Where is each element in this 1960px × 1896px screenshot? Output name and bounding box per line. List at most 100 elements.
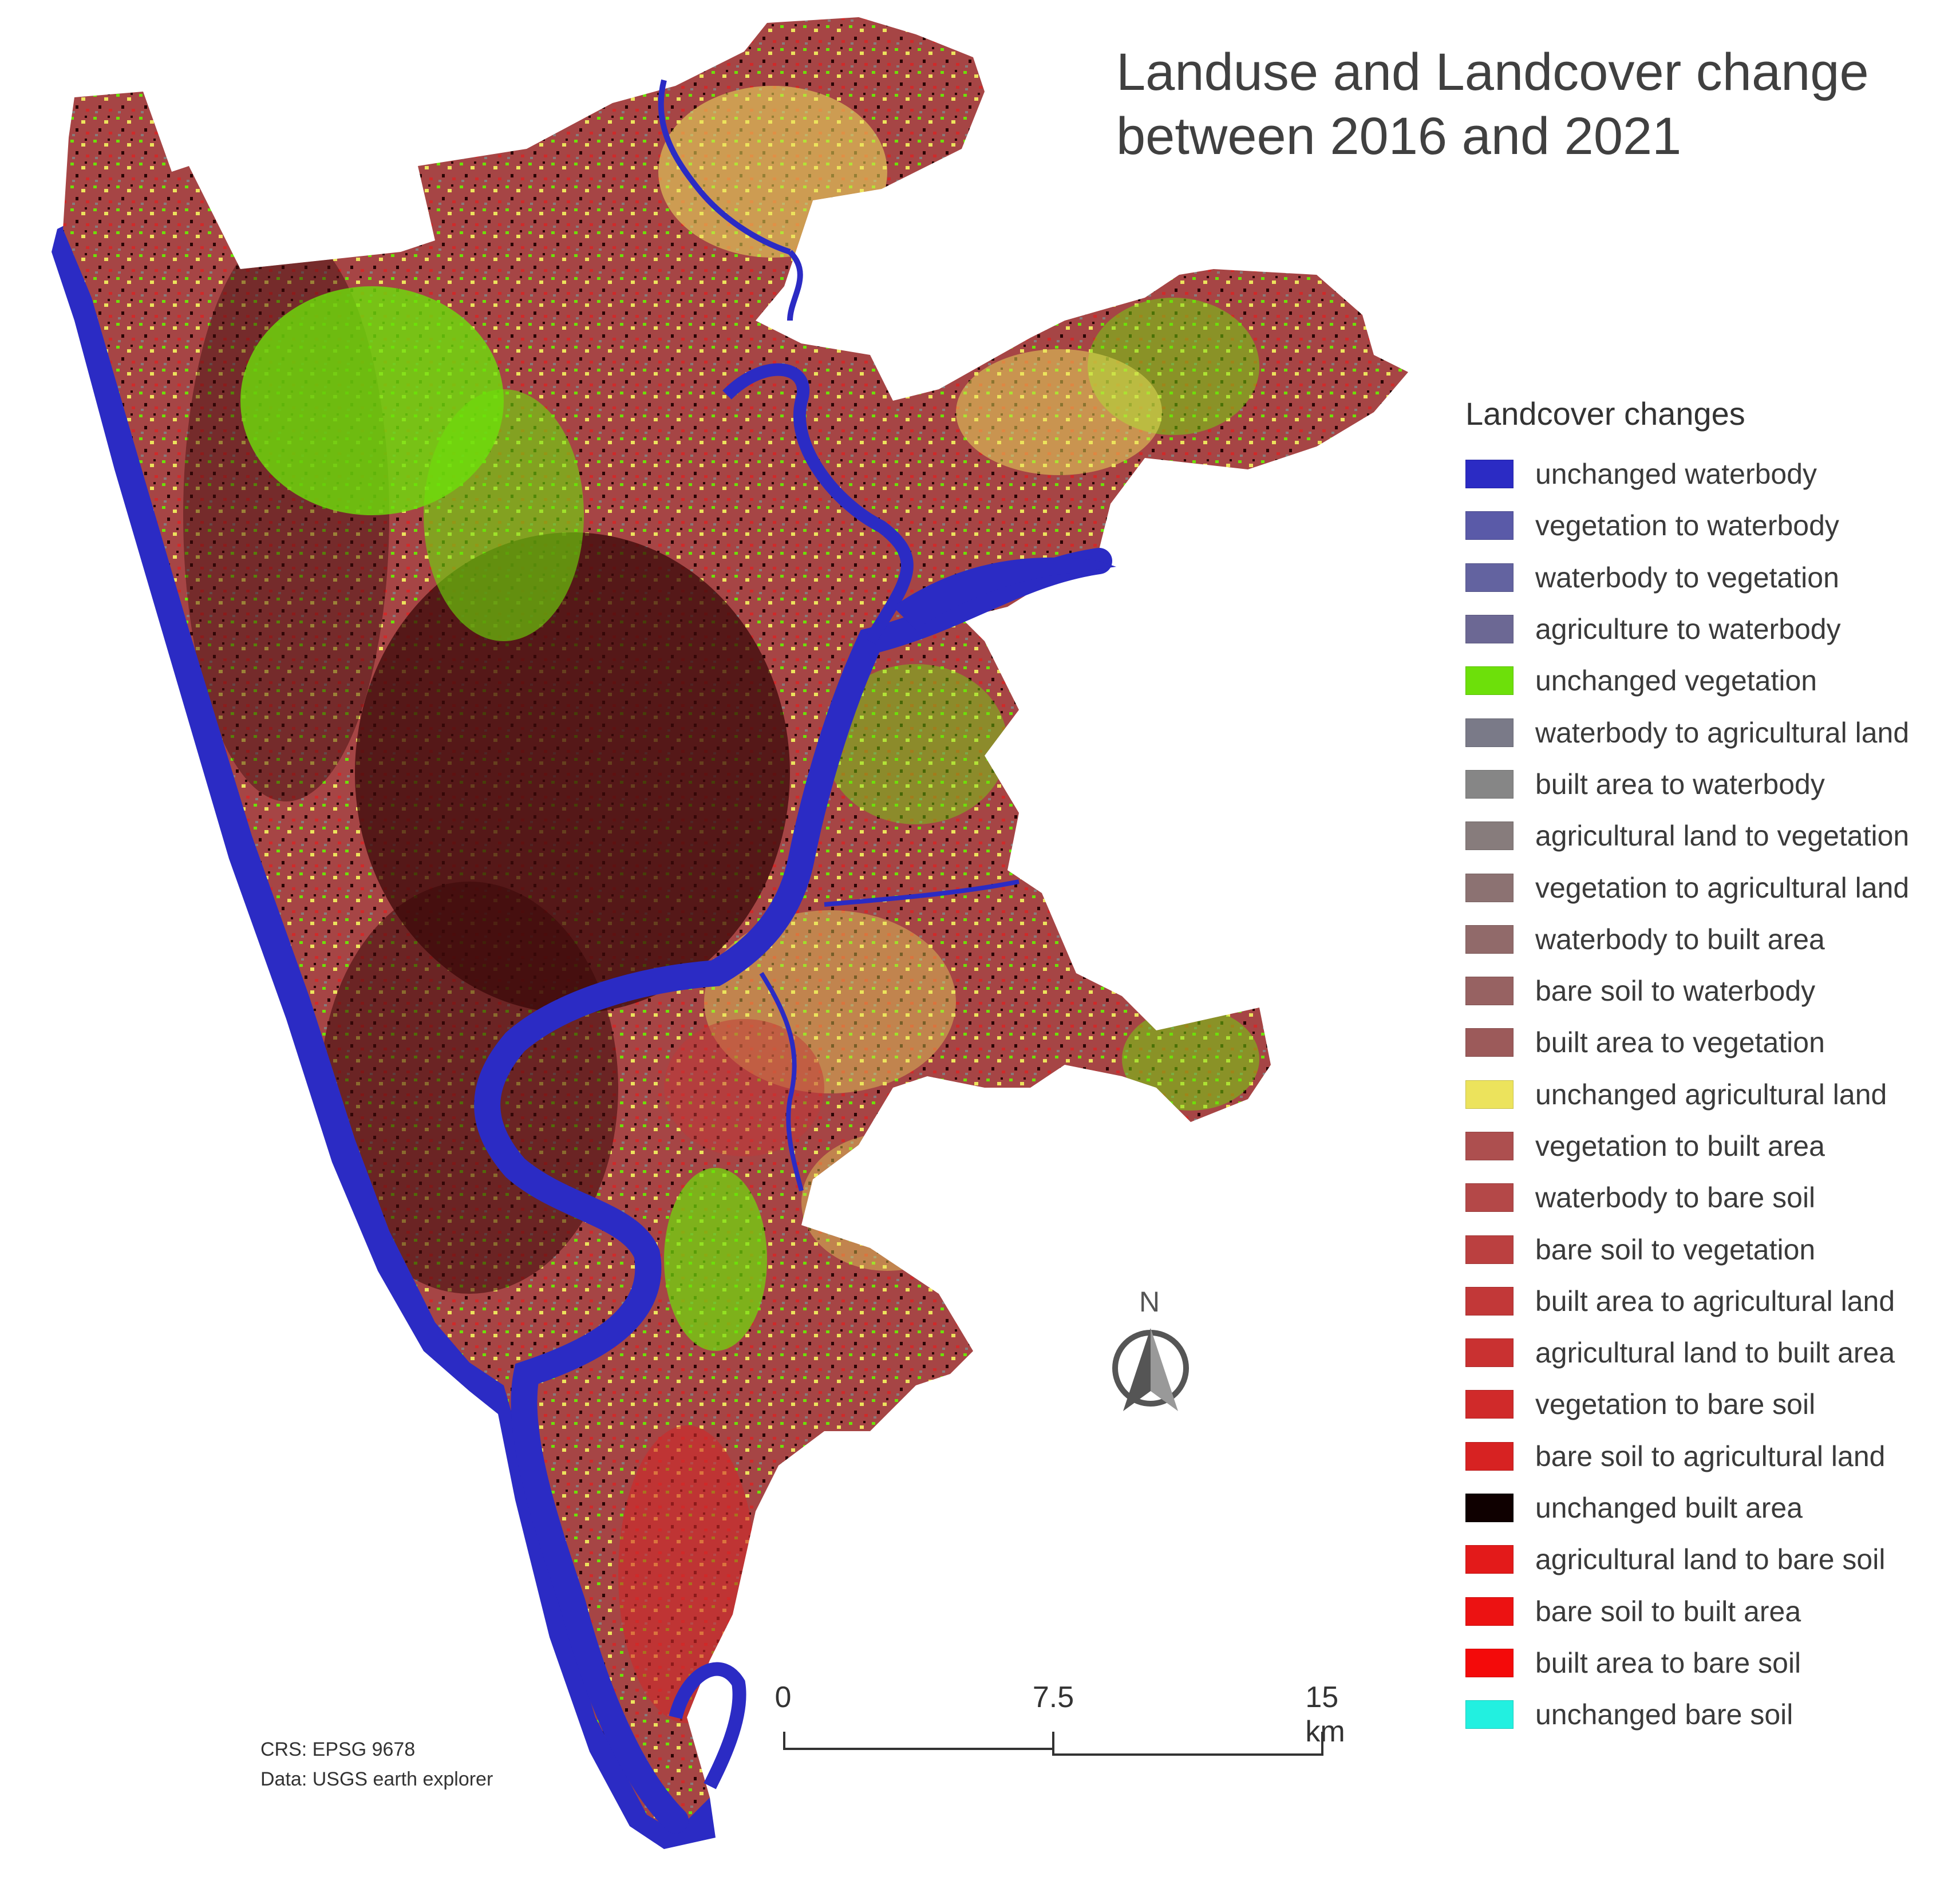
scalebar: 0 7.5 15 km — [767, 1680, 1345, 1766]
legend-swatch — [1465, 925, 1514, 954]
legend-label: waterbody to agricultural land — [1535, 716, 1910, 749]
legend: Landcover changes unchanged waterbody veg… — [1465, 395, 1958, 1740]
legend-item: built area to agricultural land — [1465, 1275, 1958, 1327]
scale-label-0: 0 — [774, 1681, 792, 1714]
map-title: Landuse and Landcover change between 201… — [1116, 40, 1918, 168]
legend-item: built area to bare soil — [1465, 1637, 1958, 1689]
legend-title: Landcover changes — [1465, 396, 1745, 432]
legend-label: built area to waterbody — [1535, 768, 1825, 800]
legend-label: bare soil to built area — [1535, 1595, 1801, 1628]
main-river — [474, 548, 1112, 1834]
legend-item: bare soil to built area — [1465, 1586, 1958, 1637]
legend-swatch — [1465, 821, 1514, 851]
legend-label: built area to vegetation — [1535, 1026, 1825, 1059]
legend-item: agricultural land to vegetation — [1465, 810, 1958, 862]
credits: CRS: EPSG 9678 Data: USGS earth explorer — [260, 1735, 493, 1794]
north-arrow-icon — [1112, 1328, 1189, 1411]
legend-label: agricultural land to built area — [1535, 1337, 1895, 1369]
legend-item: built area to waterbody — [1465, 759, 1958, 810]
legend-swatch — [1465, 718, 1514, 747]
legend-label: waterbody to bare soil — [1535, 1182, 1816, 1214]
legend-item: vegetation to bare soil — [1465, 1378, 1958, 1430]
legend-label: agriculture to waterbody — [1535, 613, 1841, 646]
legend-swatch — [1465, 1286, 1514, 1316]
legend-swatch — [1465, 769, 1514, 799]
legend-item: agricultural land to bare soil — [1465, 1534, 1958, 1585]
legend-swatch — [1465, 977, 1514, 1006]
north-arrow-label: N — [1139, 1286, 1160, 1318]
legend-swatch — [1465, 1494, 1514, 1523]
legend-label: waterbody to vegetation — [1535, 561, 1839, 594]
legend-items: unchanged waterbody vegetation to waterbo… — [1465, 448, 1958, 1740]
legend-label: unchanged vegetation — [1535, 665, 1817, 697]
legend-swatch — [1465, 1080, 1514, 1109]
legend-swatch — [1465, 1028, 1514, 1057]
scalebar-line — [783, 1732, 1323, 1756]
legend-label: unchanged agricultural land — [1535, 1078, 1887, 1111]
legend-swatch — [1465, 666, 1514, 696]
legend-swatch — [1465, 615, 1514, 644]
tributary-south — [759, 971, 804, 1191]
legend-item: bare soil to waterbody — [1465, 965, 1958, 1017]
legend-label: vegetation to waterbody — [1535, 509, 1839, 542]
legend-item: bare soil to vegetation — [1465, 1223, 1958, 1275]
legend-label: built area to bare soil — [1535, 1646, 1801, 1679]
legend-swatch — [1465, 460, 1514, 489]
estuary-loop — [669, 1662, 746, 1790]
legend-swatch — [1465, 1183, 1514, 1212]
eastern-bay — [893, 557, 1116, 630]
legend-item: agricultural land to built area — [1465, 1327, 1958, 1378]
legend-label: unchanged bare soil — [1535, 1698, 1793, 1731]
legend-label: vegetation to built area — [1535, 1130, 1825, 1162]
legend-swatch — [1465, 1441, 1514, 1471]
tributary-east — [824, 879, 1019, 907]
legend-swatch — [1465, 563, 1514, 592]
map-title-line2: between 2016 and 2021 — [1116, 107, 1682, 165]
tributary-north — [658, 79, 803, 321]
scale-label-end: 15 km — [1305, 1681, 1345, 1748]
legend-item: waterbody to bare soil — [1465, 1172, 1958, 1223]
legend-swatch — [1465, 873, 1514, 902]
legend-label: agricultural land to vegetation — [1535, 820, 1910, 852]
legend-label: vegetation to agricultural land — [1535, 871, 1910, 904]
legend-label: bare soil to vegetation — [1535, 1233, 1816, 1266]
legend-label: built area to agricultural land — [1535, 1285, 1895, 1317]
legend-item: unchanged agricultural land — [1465, 1069, 1958, 1120]
legend-item: unchanged vegetation — [1465, 655, 1958, 706]
legend-label: vegetation to bare soil — [1535, 1388, 1816, 1421]
legend-label: agricultural land to bare soil — [1535, 1543, 1886, 1576]
legend-swatch — [1465, 1132, 1514, 1160]
legend-item: vegetation to waterbody — [1465, 500, 1958, 551]
legend-item: waterbody to vegetation — [1465, 552, 1958, 603]
legend-swatch — [1465, 511, 1514, 540]
legend-item: vegetation to built area — [1465, 1120, 1958, 1172]
legend-item: built area to vegetation — [1465, 1017, 1958, 1068]
legend-item: agriculture to waterbody — [1465, 603, 1958, 655]
legend-swatch — [1465, 1235, 1514, 1264]
legend-swatch — [1465, 1338, 1514, 1368]
legend-item: unchanged waterbody — [1465, 448, 1958, 500]
legend-label: unchanged waterbody — [1535, 458, 1817, 491]
scale-label-mid: 7.5 — [1032, 1681, 1074, 1714]
legend-swatch — [1465, 1700, 1514, 1729]
tributary-center — [722, 363, 914, 645]
data-source-text: Data: USGS earth explorer — [260, 1768, 493, 1790]
legend-swatch — [1465, 1390, 1514, 1419]
map-title-line1: Landuse and Landcover change — [1116, 43, 1869, 101]
legend-swatch — [1465, 1597, 1514, 1626]
legend-item: waterbody to built area — [1465, 914, 1958, 965]
legend-item: unchanged built area — [1465, 1482, 1958, 1534]
legend-label: bare soil to waterbody — [1535, 975, 1816, 1008]
legend-item: bare soil to agricultural land — [1465, 1431, 1958, 1482]
legend-swatch — [1465, 1648, 1514, 1677]
legend-item: waterbody to agricultural land — [1465, 706, 1958, 758]
legend-item: vegetation to agricultural land — [1465, 862, 1958, 913]
crs-text: CRS: EPSG 9678 — [260, 1739, 416, 1760]
legend-item: unchanged bare soil — [1465, 1689, 1958, 1740]
legend-label: bare soil to agricultural land — [1535, 1440, 1886, 1472]
legend-swatch — [1465, 1545, 1514, 1574]
legend-label: waterbody to built area — [1535, 923, 1825, 955]
legend-label: unchanged built area — [1535, 1492, 1803, 1524]
